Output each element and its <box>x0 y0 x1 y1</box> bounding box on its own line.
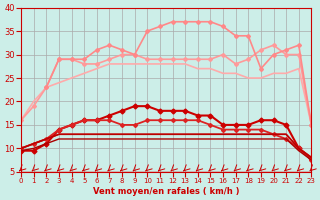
X-axis label: Vent moyen/en rafales ( km/h ): Vent moyen/en rafales ( km/h ) <box>93 187 239 196</box>
